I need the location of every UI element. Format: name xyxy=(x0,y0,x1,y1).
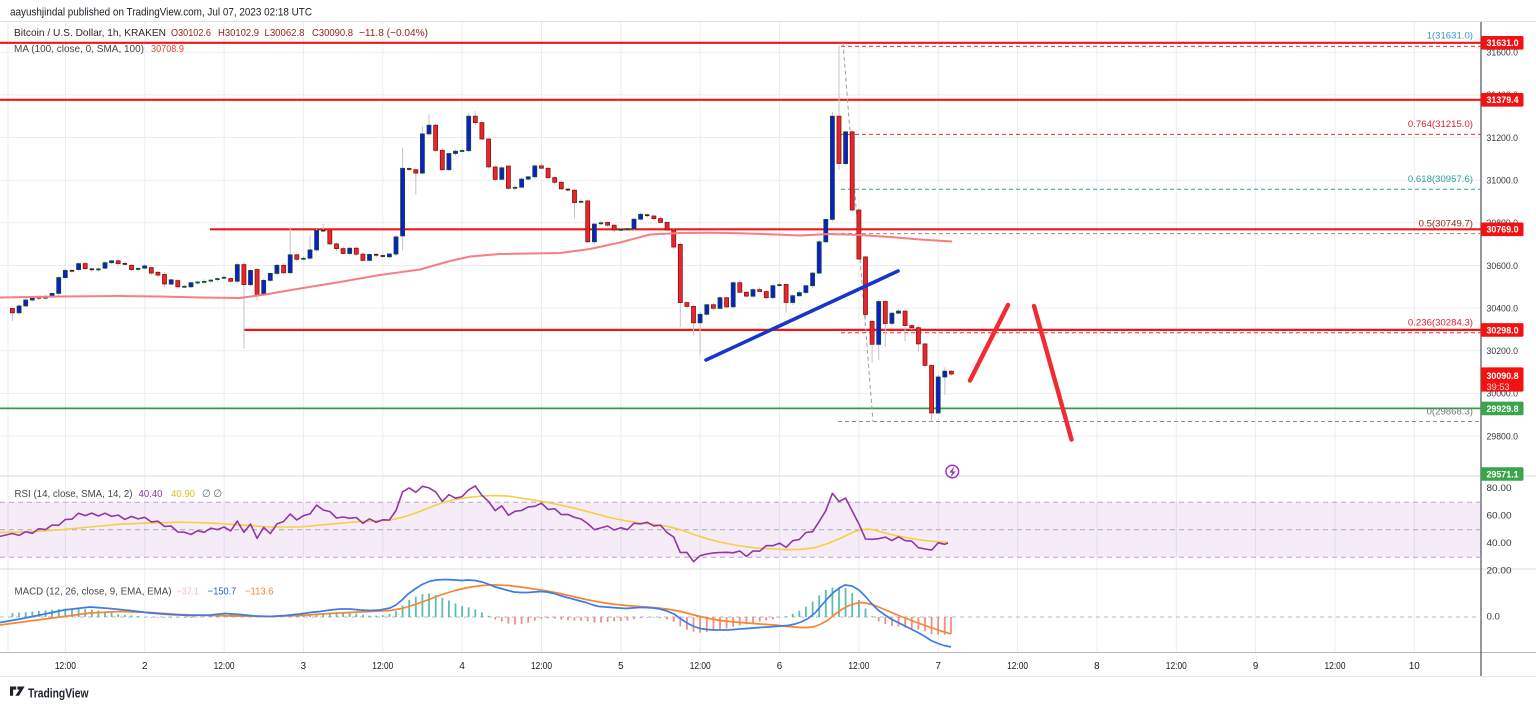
svg-text:6: 6 xyxy=(777,661,783,672)
svg-text:0(29868.3): 0(29868.3) xyxy=(1427,406,1473,417)
svg-text:12:00: 12:00 xyxy=(372,661,393,672)
svg-text:RSI (14, close, SMA, 14, 2): RSI (14, close, SMA, 14, 2) xyxy=(15,489,133,500)
svg-text:30400.0: 30400.0 xyxy=(1487,303,1519,314)
svg-text:40.00: 40.00 xyxy=(1487,538,1512,549)
svg-text:MA (100, close, 0, SMA, 100): MA (100, close, 0, SMA, 100) xyxy=(14,44,144,55)
svg-text:4: 4 xyxy=(459,661,465,672)
svg-text:40.90: 40.90 xyxy=(171,489,195,500)
svg-text:H30102.9: H30102.9 xyxy=(218,28,259,39)
svg-text:8: 8 xyxy=(1094,661,1100,672)
svg-text:29800.0: 29800.0 xyxy=(1487,431,1519,442)
svg-text:12:00: 12:00 xyxy=(1007,661,1028,672)
svg-text:31600.0: 31600.0 xyxy=(1487,48,1519,59)
svg-text:−37.1: −37.1 xyxy=(177,587,199,598)
svg-text:−150.7: −150.7 xyxy=(208,587,237,598)
svg-text:31379.4: 31379.4 xyxy=(1487,95,1520,106)
svg-text:20.00: 20.00 xyxy=(1487,566,1512,577)
svg-text:7: 7 xyxy=(935,661,940,672)
svg-text:30090.8: 30090.8 xyxy=(1487,371,1520,382)
svg-text:39:53: 39:53 xyxy=(1487,382,1510,393)
svg-text:31631.0: 31631.0 xyxy=(1487,38,1519,49)
svg-text:0.5(30749.7): 0.5(30749.7) xyxy=(1419,218,1473,229)
svg-text:30769.0: 30769.0 xyxy=(1487,225,1519,236)
svg-text:2: 2 xyxy=(142,661,147,672)
svg-text:0.0: 0.0 xyxy=(1487,612,1500,623)
svg-text:30708.9: 30708.9 xyxy=(151,44,184,55)
svg-text:30298.0: 30298.0 xyxy=(1487,325,1519,336)
svg-text:12:00: 12:00 xyxy=(214,661,235,672)
svg-text:40.40: 40.40 xyxy=(139,489,163,500)
svg-text:C30090.8: C30090.8 xyxy=(312,28,353,39)
svg-text:30600.0: 30600.0 xyxy=(1487,261,1519,272)
svg-text:aayushjindal published on Trad: aayushjindal published on TradingView.co… xyxy=(10,6,312,18)
svg-text:10: 10 xyxy=(1409,661,1420,672)
svg-text:12:00: 12:00 xyxy=(531,661,552,672)
svg-text:0.764(31215.0): 0.764(31215.0) xyxy=(1408,119,1473,130)
svg-text:30200.0: 30200.0 xyxy=(1487,346,1519,357)
svg-text:9: 9 xyxy=(1253,661,1258,672)
svg-text:12:00: 12:00 xyxy=(690,661,711,672)
svg-text:0.236(30284.3): 0.236(30284.3) xyxy=(1408,318,1473,329)
svg-text:∅ ∅: ∅ ∅ xyxy=(202,489,222,500)
svg-text:60.00: 60.00 xyxy=(1487,511,1512,522)
svg-text:TradingView: TradingView xyxy=(28,687,89,701)
svg-text:O30102.6: O30102.6 xyxy=(171,28,211,39)
svg-text:3: 3 xyxy=(301,661,307,672)
svg-text:L30062.8: L30062.8 xyxy=(265,28,305,39)
svg-text:12:00: 12:00 xyxy=(1325,661,1346,672)
svg-text:Bitcoin / U.S. Dollar, 1h, KRA: Bitcoin / U.S. Dollar, 1h, KRAKEN xyxy=(14,28,166,39)
svg-text:30000.0: 30000.0 xyxy=(1487,389,1519,400)
svg-text:31200.0: 31200.0 xyxy=(1487,133,1519,144)
svg-text:−11.8 (−0.04%): −11.8 (−0.04%) xyxy=(359,28,428,39)
svg-text:MACD (12, 26, close, 9, EMA, E: MACD (12, 26, close, 9, EMA, EMA) xyxy=(15,587,172,598)
svg-text:31000.0: 31000.0 xyxy=(1487,175,1519,186)
svg-text:29929.8: 29929.8 xyxy=(1487,404,1520,415)
svg-text:12:00: 12:00 xyxy=(848,661,869,672)
svg-text:−113.6: −113.6 xyxy=(245,587,274,598)
svg-text:29571.1: 29571.1 xyxy=(1487,469,1520,480)
svg-text:0.618(30957.6): 0.618(30957.6) xyxy=(1408,174,1473,185)
svg-text:5: 5 xyxy=(618,661,624,672)
svg-text:80.00: 80.00 xyxy=(1487,483,1512,494)
svg-text:12:00: 12:00 xyxy=(55,661,76,672)
svg-text:12:00: 12:00 xyxy=(1166,661,1187,672)
svg-text:1(31631.0): 1(31631.0) xyxy=(1427,31,1473,42)
